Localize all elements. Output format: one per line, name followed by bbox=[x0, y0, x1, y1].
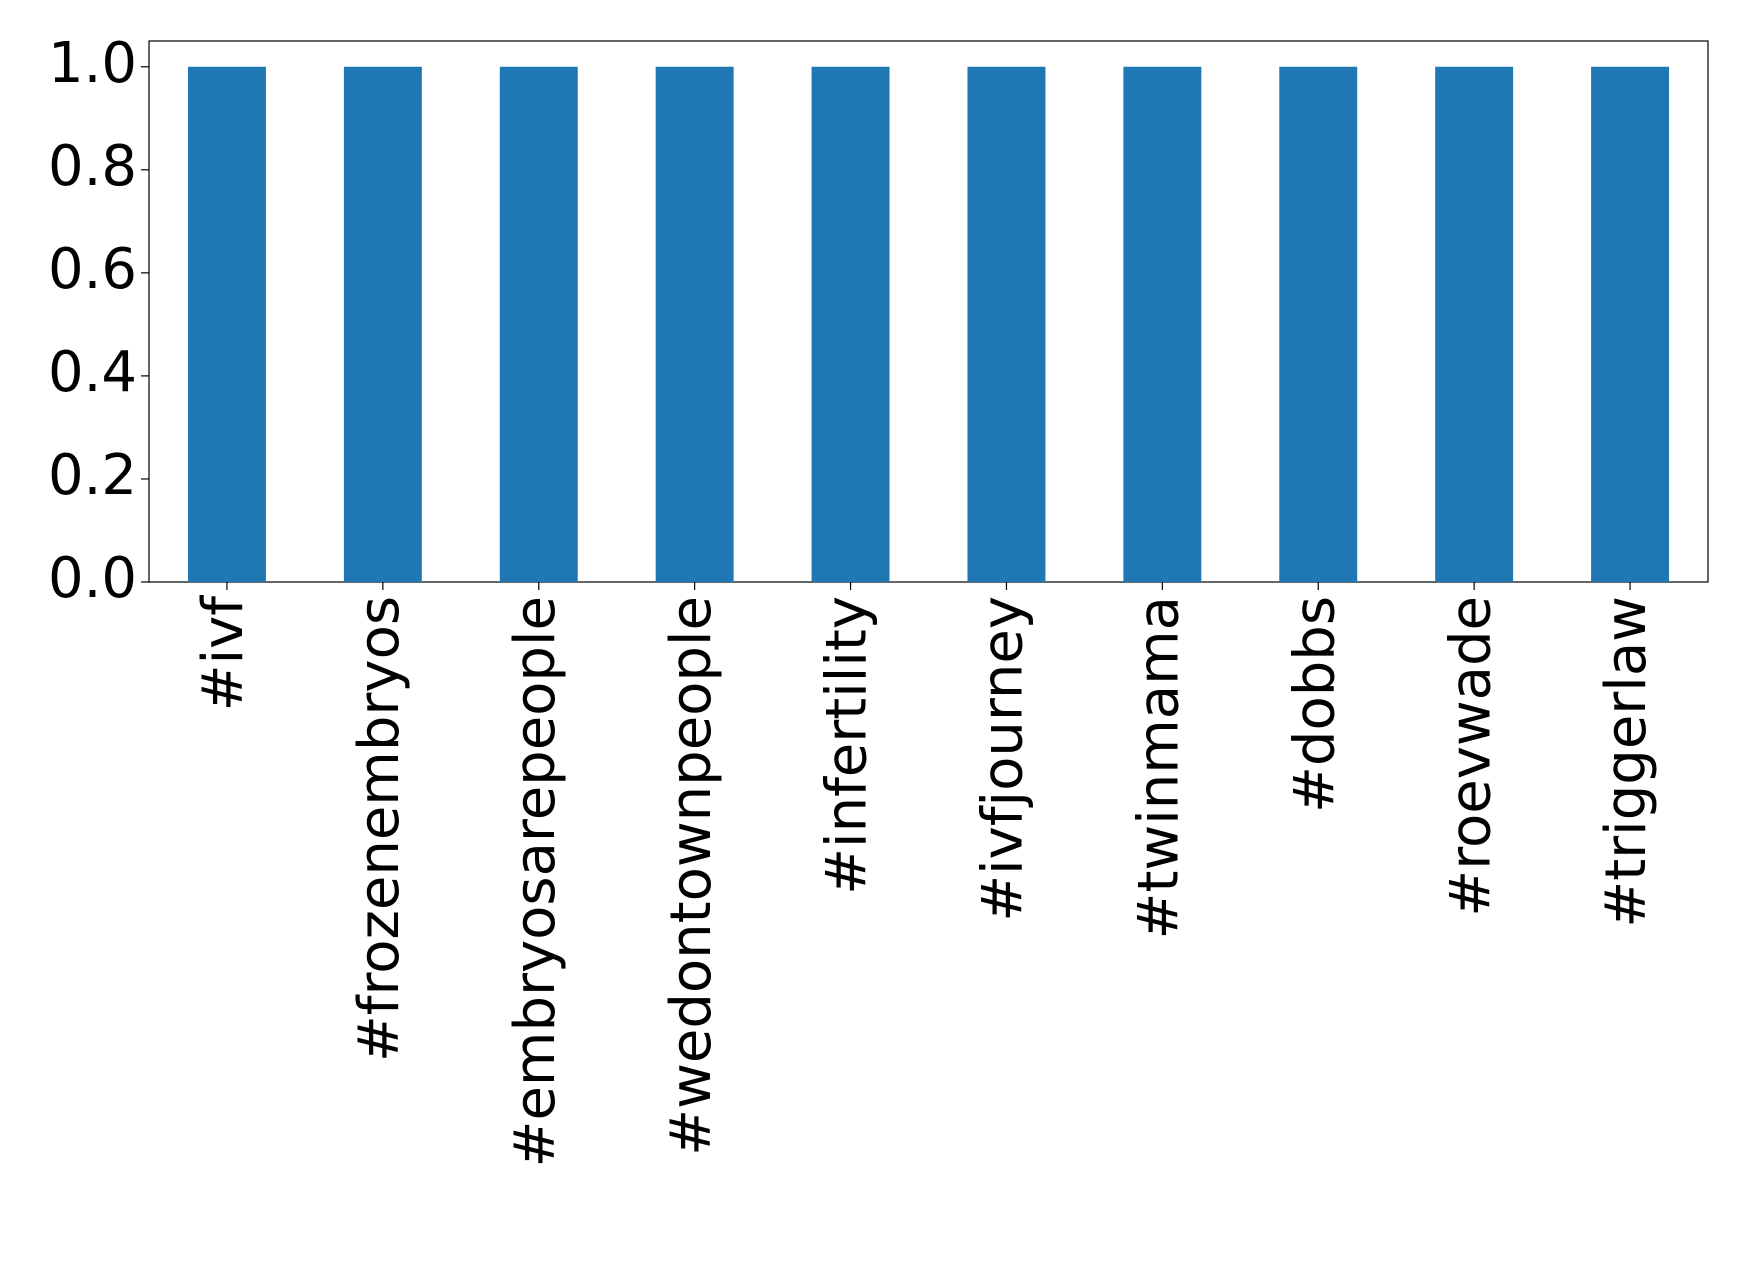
bar bbox=[1435, 66, 1514, 582]
y-tick-label: 0.4 bbox=[48, 340, 137, 405]
y-tick-label: 1.0 bbox=[48, 31, 137, 96]
bar bbox=[343, 66, 422, 582]
bar bbox=[1123, 66, 1202, 582]
x-tick-label: #roevwade bbox=[1438, 596, 1503, 917]
bar bbox=[187, 66, 266, 582]
bar bbox=[655, 66, 734, 582]
x-tick-label: #dobbs bbox=[1282, 596, 1347, 813]
x-tick-label: #infertility bbox=[815, 596, 880, 895]
bar bbox=[811, 66, 890, 582]
y-tick-label: 0.6 bbox=[48, 237, 137, 302]
y-tick-label: 0.0 bbox=[48, 546, 137, 611]
x-tick-label: #ivf bbox=[191, 595, 256, 712]
bar bbox=[1591, 66, 1670, 582]
x-tick-label: #twinmama bbox=[1126, 596, 1191, 939]
bar bbox=[1279, 66, 1358, 582]
x-tick-label: #ivfjourney bbox=[971, 596, 1036, 922]
x-tick-label: #triggerlaw bbox=[1594, 596, 1659, 928]
y-tick-label: 0.2 bbox=[48, 443, 137, 508]
x-tick-label: #wedontownpeople bbox=[659, 596, 724, 1156]
bar bbox=[499, 66, 578, 582]
bar bbox=[967, 66, 1046, 582]
x-tick-label: #frozenembryos bbox=[347, 596, 412, 1062]
plot-frame bbox=[148, 40, 1709, 583]
y-tick-label: 0.8 bbox=[48, 134, 137, 199]
x-tick-label: #embryosarepeople bbox=[503, 596, 568, 1167]
